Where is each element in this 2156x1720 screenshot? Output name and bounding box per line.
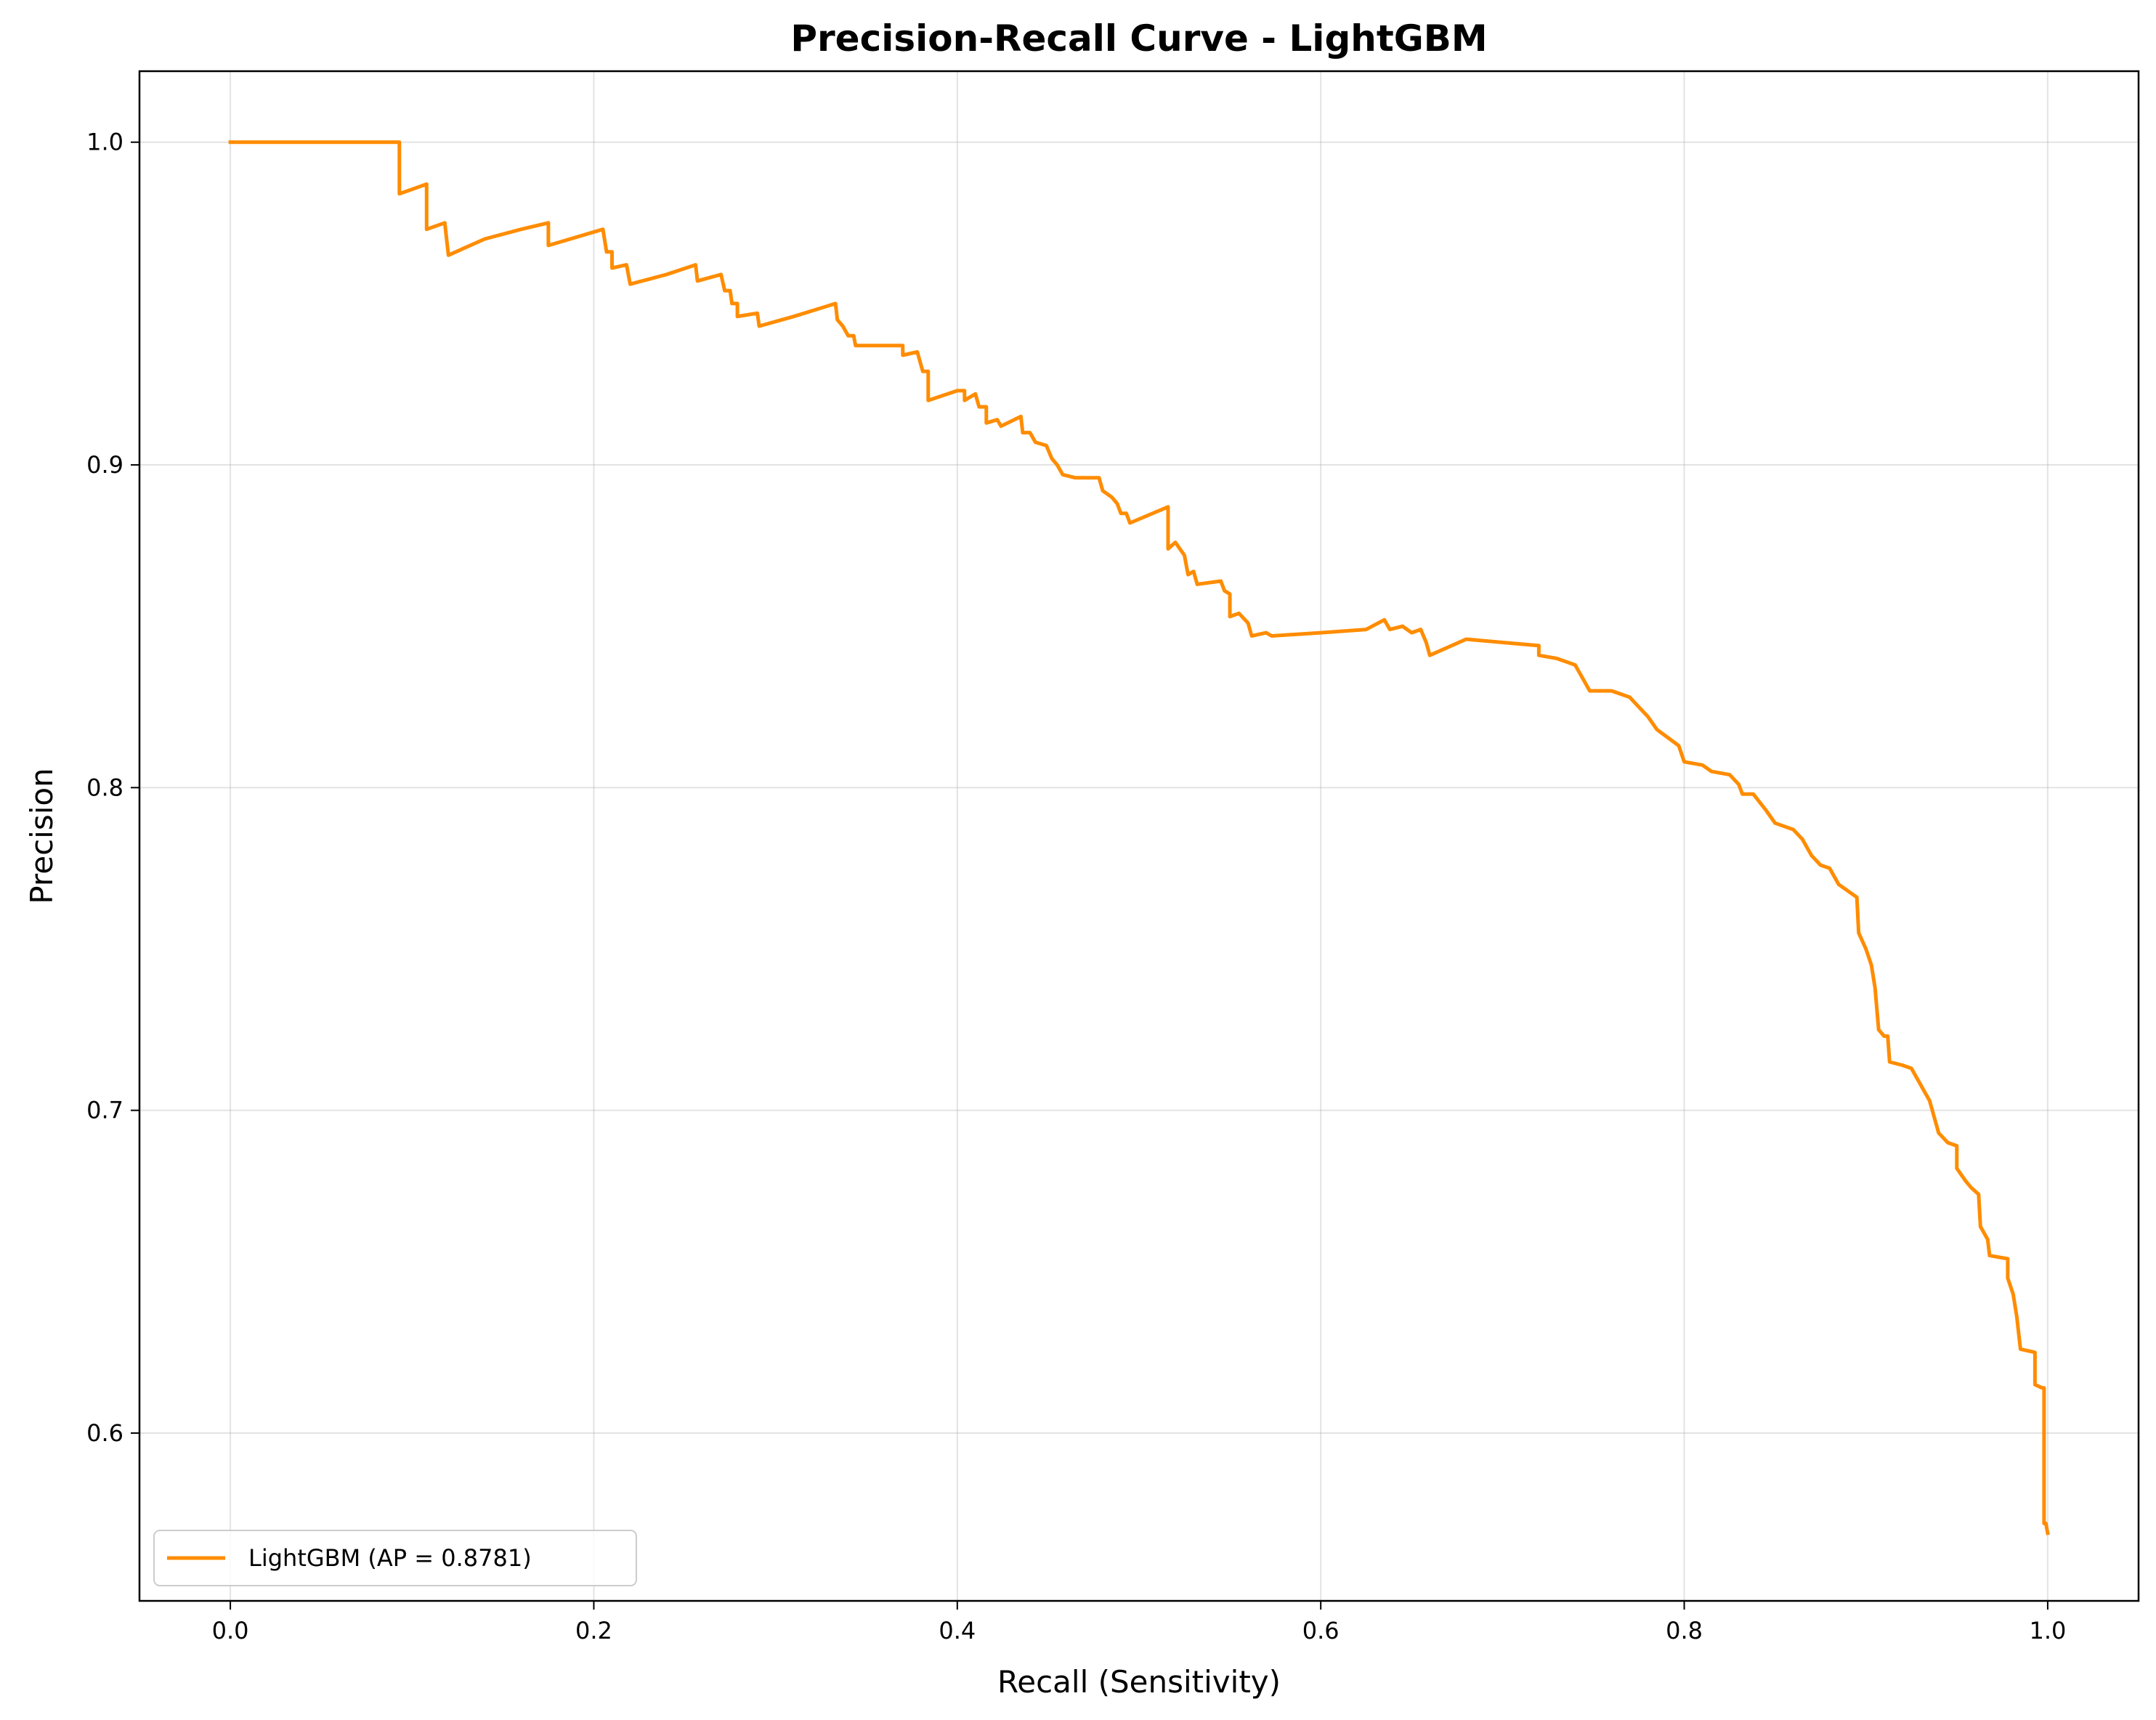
y-tick-label: 0.6	[86, 1419, 123, 1447]
x-tick-label: 0.2	[575, 1617, 612, 1644]
legend-label: LightGBM (AP = 0.8781)	[248, 1544, 532, 1572]
series-line	[228, 140, 2050, 1536]
x-axis-title: Recall (Sensitivity)	[997, 1664, 1281, 1700]
grid-lines	[139, 71, 2139, 1601]
y-axis-title: Precision	[24, 768, 60, 904]
x-tick-label: 0.4	[939, 1617, 976, 1644]
legend: LightGBM (AP = 0.8781)	[153, 1530, 637, 1586]
chart-title: Precision-Recall Curve - LightGBM	[790, 17, 1487, 60]
y-tick-label: 0.9	[86, 451, 123, 479]
x-tick-label: 0.0	[212, 1617, 249, 1644]
axes-frame	[138, 70, 2140, 1602]
x-tick-label: 1.0	[2029, 1617, 2066, 1644]
plot-area	[228, 140, 2050, 1536]
axis-ticks: 0.0 0.2 0.4 0.6 0.8 1.0 0.6 0.7 0.8 0.9 1.0	[86, 129, 2066, 1644]
y-tick-label: 0.7	[86, 1097, 123, 1124]
legend-box	[153, 1530, 637, 1586]
x-tick-label: 0.8	[1666, 1617, 1703, 1644]
x-tick-label: 0.6	[1302, 1617, 1340, 1644]
y-tick-label: 1.0	[86, 129, 123, 156]
y-tick-label: 0.8	[86, 774, 123, 801]
